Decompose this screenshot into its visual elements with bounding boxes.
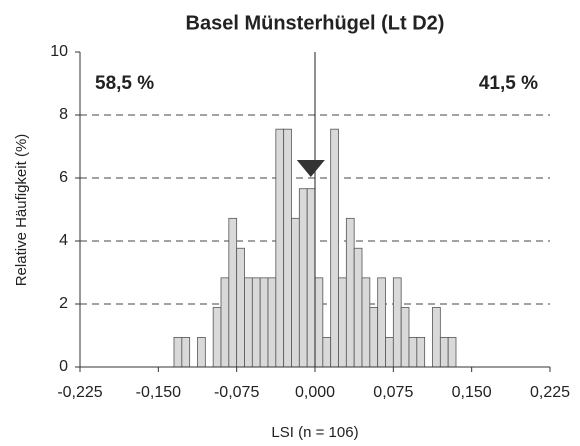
y-tick-label: 6 xyxy=(59,169,68,186)
bar xyxy=(447,336,457,368)
bar xyxy=(322,336,332,368)
bar xyxy=(400,307,410,368)
bar xyxy=(330,128,339,368)
bar xyxy=(298,188,308,368)
y-axis-label: Relative Häufigkeit (%) xyxy=(13,134,30,287)
bar xyxy=(212,307,222,368)
bar xyxy=(439,336,449,368)
bar xyxy=(385,336,394,368)
bar xyxy=(432,307,441,368)
bar xyxy=(197,336,206,368)
bar xyxy=(338,277,347,368)
bar xyxy=(259,277,269,368)
mean-marker xyxy=(296,160,325,177)
bar xyxy=(220,277,230,368)
bar xyxy=(392,277,402,368)
y-tick-label: 8 xyxy=(59,106,68,123)
bar xyxy=(283,128,292,368)
bar xyxy=(345,217,355,368)
y-tick-label: 2 xyxy=(59,295,68,312)
bar xyxy=(377,277,386,368)
chart-title: Basel Münsterhügel (Lt D2) xyxy=(186,12,445,34)
bar xyxy=(244,277,253,368)
x-tick-label: 0,000 xyxy=(295,384,335,401)
x-tick-label: -0,150 xyxy=(136,384,181,401)
bar xyxy=(416,336,426,368)
bar xyxy=(306,188,316,368)
x-tick-label: 0,150 xyxy=(452,384,492,401)
bar xyxy=(291,217,300,368)
y-tick-label: 4 xyxy=(59,232,68,249)
x-axis-label: LSI (n = 106) xyxy=(271,424,358,441)
bar xyxy=(314,277,324,368)
annotation: 58,5 % xyxy=(95,73,154,94)
x-tick-label: -0,225 xyxy=(57,384,102,401)
bar xyxy=(369,307,379,368)
y-tick-label: 10 xyxy=(50,43,68,60)
x-tick-label: 0,075 xyxy=(373,384,413,401)
bar xyxy=(361,277,371,368)
bar xyxy=(275,128,285,368)
bar xyxy=(251,277,261,368)
bar xyxy=(267,277,277,368)
annotation: 41,5 % xyxy=(479,73,538,94)
bar xyxy=(173,336,183,368)
y-tick-label: 0 xyxy=(59,358,68,375)
x-tick-label: -0,075 xyxy=(214,384,259,401)
bar xyxy=(181,336,191,368)
bar xyxy=(353,247,363,368)
bar xyxy=(236,247,245,368)
x-tick-label: 0,225 xyxy=(530,384,570,401)
bar xyxy=(228,217,238,368)
bar xyxy=(408,336,418,368)
